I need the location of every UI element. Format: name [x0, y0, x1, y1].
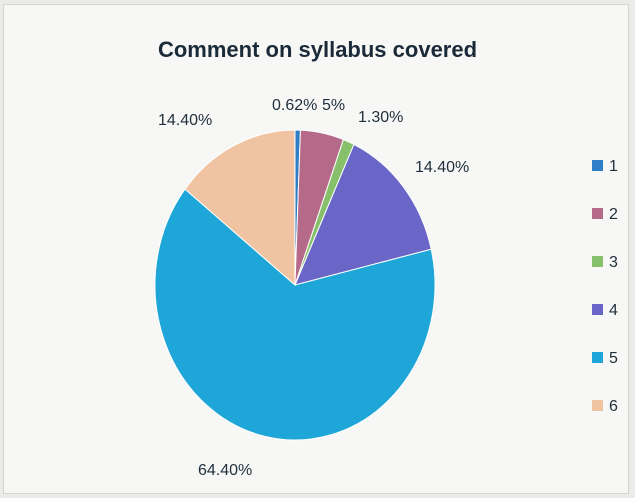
legend-swatch-5	[592, 352, 603, 363]
legend-label-2: 2	[609, 206, 618, 223]
pie-slice-4	[294, 143, 432, 286]
legend-label-3: 3	[609, 254, 618, 271]
legend-label-4: 4	[609, 302, 618, 319]
pie-slice-5	[154, 188, 436, 441]
legend-label-5: 5	[609, 350, 618, 367]
legend-label-1: 1	[609, 158, 618, 175]
data-label-2: 5%	[322, 97, 345, 114]
chart-title: Comment on syllabus covered	[157, 37, 478, 62]
legend-swatch-2	[592, 208, 603, 219]
legend-swatch-1	[592, 160, 603, 171]
legend-label-6: 6	[609, 398, 618, 415]
data-label-3: 1.30%	[358, 109, 403, 126]
data-label-6: 14.40%	[158, 112, 212, 129]
pie-slice-6	[184, 129, 296, 287]
legend-swatch-3	[592, 256, 603, 267]
data-label-4: 14.40%	[415, 159, 469, 176]
data-label-1: 0.62%	[272, 97, 317, 114]
legend-swatch-6	[592, 400, 603, 411]
legend-swatch-4	[592, 304, 603, 315]
data-label-5: 64.40%	[198, 462, 252, 479]
